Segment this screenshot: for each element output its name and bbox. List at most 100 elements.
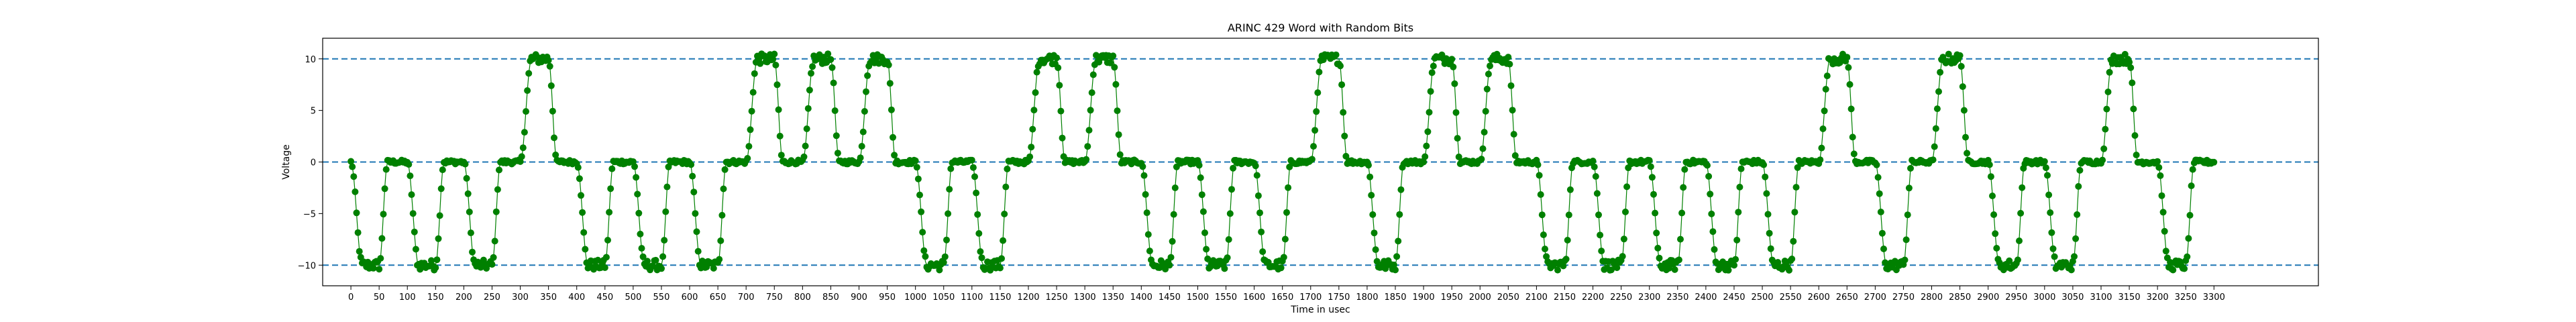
x-tick-label: 450	[596, 292, 613, 303]
x-tick-label: 1550	[1215, 292, 1237, 303]
x-tick-label: 2250	[1610, 292, 1632, 303]
data-point	[1650, 191, 1657, 198]
data-point	[1004, 165, 1011, 172]
x-tick-label: 1150	[989, 292, 1011, 303]
data-point	[523, 108, 529, 115]
data-point	[1554, 266, 1561, 274]
data-point	[1030, 107, 1038, 114]
x-tick-label: 900	[851, 292, 867, 303]
data-point	[1340, 109, 1347, 116]
data-point	[631, 163, 638, 170]
x-tick-label: 2700	[1864, 292, 1886, 303]
data-point	[524, 87, 531, 94]
x-tick-label: 3300	[2203, 292, 2225, 303]
data-point	[1901, 256, 1909, 264]
data-point	[1277, 264, 1285, 272]
data-point	[1485, 70, 1492, 78]
data-point	[411, 228, 418, 235]
data-point	[652, 256, 659, 264]
data-point	[350, 173, 358, 180]
data-point	[751, 70, 758, 77]
data-point	[2104, 89, 2112, 95]
data-point	[1542, 246, 1548, 253]
data-point	[1902, 236, 1910, 244]
x-tick-label: 1800	[1356, 292, 1378, 303]
data-point	[888, 106, 895, 113]
data-point	[594, 256, 602, 264]
data-point	[1536, 172, 1543, 179]
data-point	[1960, 107, 1968, 114]
data-point	[1393, 253, 1401, 260]
x-tick-label: 2550	[1780, 292, 1802, 303]
data-point	[918, 208, 925, 215]
x-tick-label: 3000	[2033, 292, 2055, 303]
data-point	[1428, 69, 1436, 76]
data-point	[1487, 62, 1493, 70]
data-point	[574, 164, 582, 171]
data-point	[1482, 107, 1489, 115]
x-tick-label: 2850	[1949, 292, 1971, 303]
data-point	[1959, 83, 1966, 91]
data-point	[1057, 107, 1065, 115]
data-point	[1281, 235, 1289, 243]
data-point	[517, 158, 524, 165]
x-tick-label: 1850	[1384, 292, 1406, 303]
data-point	[1059, 134, 1066, 142]
data-point	[638, 245, 645, 252]
x-axis-ticks: 0 50 100 150 200 250 300 350 400 450 500 550 600 650 7…	[348, 286, 2225, 303]
data-point	[1962, 133, 1969, 141]
data-point	[828, 64, 836, 71]
data-point	[1256, 209, 1263, 217]
data-point	[635, 209, 643, 217]
data-point	[2161, 227, 2168, 235]
data-point	[1646, 157, 1653, 164]
data-point	[1454, 135, 1461, 142]
data-point	[1619, 253, 1626, 260]
data-point	[1565, 211, 1572, 219]
data-point	[916, 191, 923, 199]
data-point	[637, 230, 644, 237]
data-point	[1316, 68, 1323, 76]
data-point	[1992, 230, 1999, 237]
data-point	[886, 80, 894, 87]
data-point	[662, 208, 669, 215]
x-tick-label: 1500	[1187, 292, 1209, 303]
data-point	[998, 255, 1005, 262]
data-point	[1111, 64, 1118, 71]
x-tick-label: 0	[348, 292, 354, 303]
data-point	[1537, 191, 1544, 198]
data-point	[1390, 261, 1397, 268]
x-tick-label: 1750	[1328, 292, 1350, 303]
data-point	[381, 185, 388, 193]
data-point	[1396, 211, 1403, 218]
data-point	[1055, 64, 1062, 71]
data-point	[1280, 254, 1287, 261]
data-point	[1732, 256, 1739, 263]
data-point	[1654, 244, 1662, 252]
data-point	[2106, 68, 2113, 76]
x-tick-label: 2100	[1525, 292, 1548, 303]
data-point	[1678, 209, 1686, 217]
data-point	[1850, 150, 1858, 158]
x-tick-label: 2800	[1921, 292, 1943, 303]
data-point	[1314, 89, 1322, 97]
data-point	[1450, 63, 1457, 70]
data-point	[1623, 183, 1631, 191]
data-point	[1648, 174, 1656, 181]
data-point	[1736, 183, 1743, 191]
data-point	[1225, 236, 1232, 243]
data-point	[1448, 56, 1456, 63]
data-point	[1680, 184, 1687, 191]
data-point	[1430, 62, 1437, 70]
data-point	[658, 265, 665, 272]
data-point	[1592, 173, 1599, 180]
data-point	[2102, 125, 2109, 133]
data-point	[1171, 184, 1179, 191]
data-point	[547, 82, 555, 89]
data-point	[943, 236, 950, 244]
data-point	[1876, 190, 1883, 197]
x-tick-label: 1050	[932, 292, 955, 303]
data-point	[412, 246, 419, 253]
y-tick-label: 5	[311, 107, 316, 117]
x-tick-label: 700	[738, 292, 755, 303]
